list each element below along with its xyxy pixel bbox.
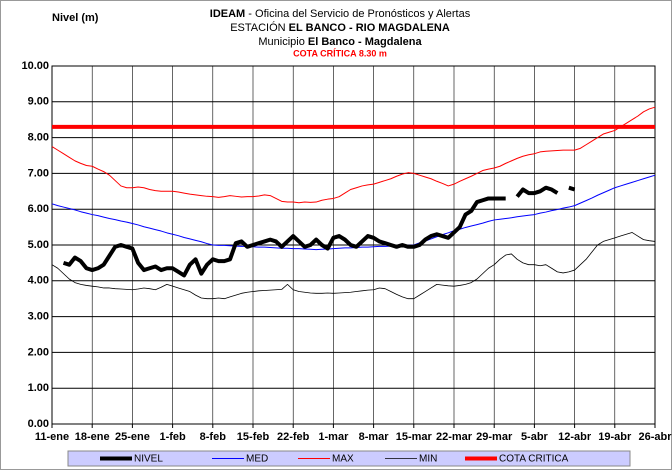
x-tick-label: 22-mar [436,431,473,443]
x-tick-label: 5-abr [521,431,549,443]
x-tick-label: 8-mar [359,431,390,443]
y-tick-label: 3.00 [28,311,49,323]
legend-label: MED [246,454,268,465]
annotation: COTA CRÍTICA 8.30 m [293,48,387,58]
x-tick-label: 25-ene [115,431,150,443]
legend [67,450,631,467]
x-tick-label: 19-abr [598,431,632,443]
header-text: ESTACIÓN [230,21,288,34]
x-tick-label: 29-mar [476,431,513,443]
legend-label: NIVEL [134,454,163,465]
x-tick-label: 1-feb [159,431,186,443]
series-line [51,232,656,300]
series-line [62,185,576,278]
y-tick-label: 10.00 [21,60,49,72]
x-tick-label: 15-mar [396,431,433,443]
header-line: IDEAM - Oficina del Servicio de Pronósti… [210,8,471,20]
y-tick-label: 5.00 [28,239,49,251]
x-tick-label: 12-abr [558,431,592,443]
x-tick-label: 22-feb [277,431,310,443]
header-line: Municipio El Banco - Magdalena [258,36,422,48]
legend-label: MIN [419,454,437,465]
x-tick-label: 18-ene [75,431,110,443]
y-tick-label: 8.00 [28,132,49,144]
header-bold: IDEAM [210,8,245,20]
x-tick-label: 26-abr [638,431,672,443]
series-line [51,106,656,204]
y-tick-label: 7.00 [28,167,49,179]
x-tick-label: 15-feb [237,431,270,443]
header-bold: El Banco - Magdalena [308,36,423,48]
y-tick-label: 6.00 [28,203,49,215]
header-line: ESTACIÓN EL BANCO - RIO MAGDALENA [230,21,450,34]
y-tick-label: 2.00 [28,346,49,358]
x-tick-label: 11-ene [35,431,69,443]
y-axis-label: Nivel (m) [52,12,99,24]
y-tick-label: 1.00 [28,382,49,394]
x-tick-label: 8-feb [200,431,227,443]
header-text: - Oficina del Servicio de Pronósticos y … [245,8,470,20]
legend-label: MAX [332,454,354,465]
legend-label: COTA CRITICA [499,454,569,465]
header-bold: EL BANCO - RIO MAGDALENA [289,22,450,34]
y-tick-label: 0.00 [28,418,49,430]
y-tick-label: 9.00 [28,96,49,108]
x-tick-label: 1-mar [318,431,349,443]
header-text: Municipio [258,36,308,48]
y-tick-label: 4.00 [28,275,49,287]
